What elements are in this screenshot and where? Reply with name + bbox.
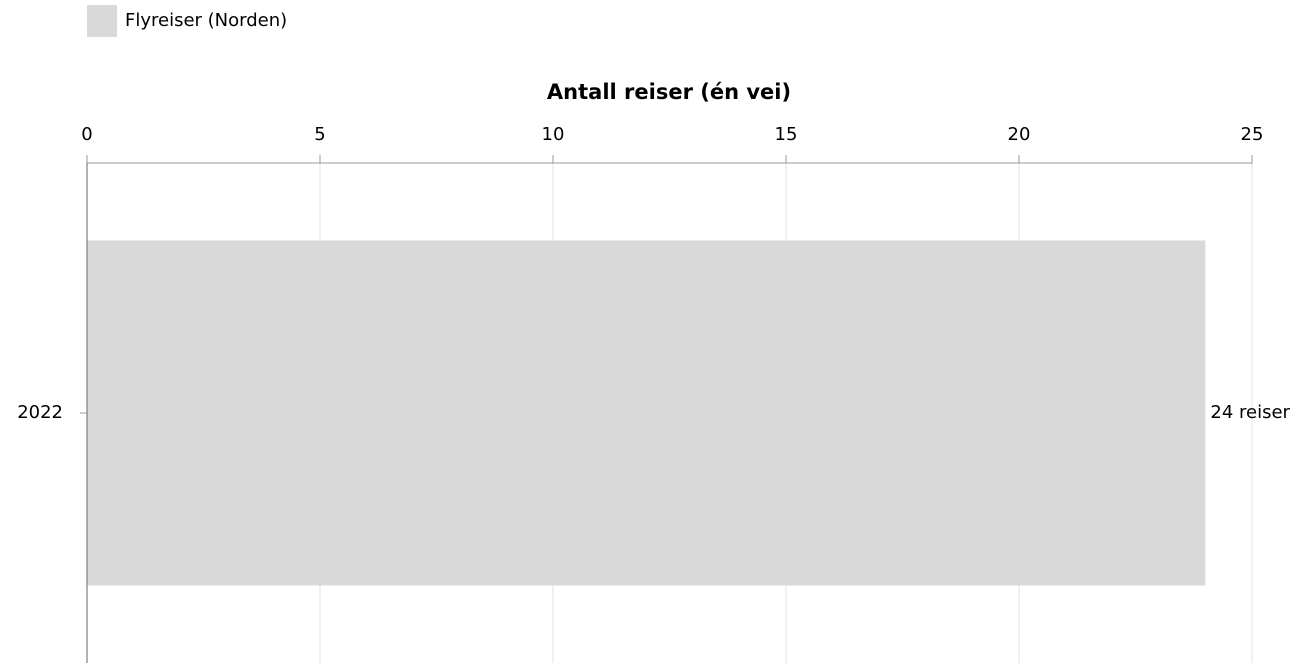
x-tick-label: 25 (1241, 124, 1264, 145)
y-tick-label: 2022 (17, 402, 63, 423)
bar (87, 240, 1206, 586)
x-tick-label: 5 (314, 124, 325, 145)
x-tick-label: 0 (81, 124, 92, 145)
x-axis-title: Antall reiser (én vei) (547, 80, 791, 104)
x-tick-label: 15 (775, 124, 798, 145)
x-tick-label: 10 (542, 124, 565, 145)
legend-swatch (87, 5, 117, 37)
legend-label: Flyreiser (Norden) (125, 10, 287, 31)
x-tick-label: 20 (1008, 124, 1031, 145)
data-label: 24 reiser (1210, 402, 1290, 423)
